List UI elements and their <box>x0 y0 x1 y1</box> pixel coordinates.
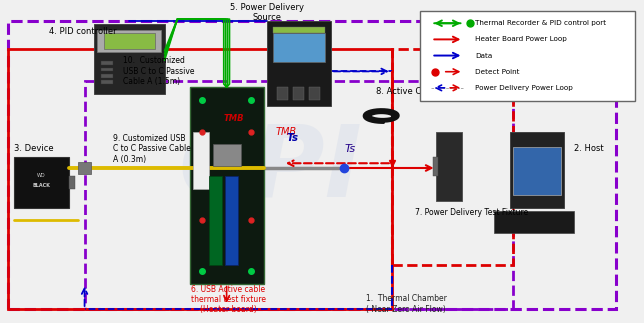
Text: 7. Power Delivery Test Fixture: 7. Power Delivery Test Fixture <box>415 208 528 217</box>
Text: 8. Active Cable: 8. Active Cable <box>375 88 439 97</box>
Bar <box>421 11 635 101</box>
Bar <box>433 157 439 176</box>
Bar <box>97 30 162 52</box>
Text: Detect Point: Detect Point <box>475 69 520 75</box>
Text: Heater Board Power Loop: Heater Board Power Loop <box>475 36 567 42</box>
Bar <box>104 33 155 49</box>
Bar <box>273 33 325 62</box>
Bar <box>190 87 264 284</box>
Text: Thermal Recorder & PID control port: Thermal Recorder & PID control port <box>475 20 606 26</box>
Text: 10.  Customized
USB C to C Passive
Cable A (1.5m): 10. Customized USB C to C Passive Cable … <box>123 57 194 86</box>
Text: BLACK: BLACK <box>32 183 50 188</box>
Text: 1.  Thermal Chamber
( Near Zero Air Flow): 1. Thermal Chamber ( Near Zero Air Flow) <box>366 295 447 314</box>
Bar <box>267 21 331 106</box>
Text: 9. Customized USB
C to C Passive Cable
A (0.3m): 9. Customized USB C to C Passive Cable A… <box>113 134 191 164</box>
Text: 6. USB Active cable
thermal test fixture
(Heater board): 6. USB Active cable thermal test fixture… <box>191 285 266 314</box>
Bar <box>78 162 91 174</box>
Bar <box>292 87 304 100</box>
Text: Ts: Ts <box>287 133 299 143</box>
Text: CPI: CPI <box>178 121 362 218</box>
Text: 5. Power Delivery
Source: 5. Power Delivery Source <box>230 3 304 23</box>
Bar <box>94 24 165 94</box>
Bar <box>510 131 565 208</box>
Text: Ts: Ts <box>345 144 355 154</box>
Bar <box>100 74 113 78</box>
Bar <box>437 131 462 201</box>
Bar <box>14 157 68 208</box>
Text: Power Delivery Power Loop: Power Delivery Power Loop <box>475 85 573 91</box>
Bar <box>84 81 513 309</box>
Bar <box>494 211 574 233</box>
Bar <box>100 68 113 71</box>
Text: 2. Host: 2. Host <box>574 144 603 153</box>
Bar <box>100 61 113 65</box>
Text: 4. PID controller: 4. PID controller <box>50 27 117 36</box>
Bar <box>513 147 562 195</box>
Bar <box>209 176 222 265</box>
Bar <box>100 80 113 84</box>
Text: 3. Device: 3. Device <box>14 144 54 153</box>
Bar <box>273 27 325 33</box>
Bar <box>213 144 242 166</box>
Bar <box>276 87 288 100</box>
Bar <box>225 176 238 265</box>
Bar <box>68 176 75 189</box>
Text: TMB: TMB <box>276 127 297 137</box>
Bar <box>392 49 513 265</box>
Bar <box>193 131 209 189</box>
Text: TMB: TMB <box>223 114 244 123</box>
Bar <box>8 49 392 309</box>
Bar <box>308 87 320 100</box>
Text: WD: WD <box>37 173 46 178</box>
Text: Data: Data <box>475 53 492 58</box>
